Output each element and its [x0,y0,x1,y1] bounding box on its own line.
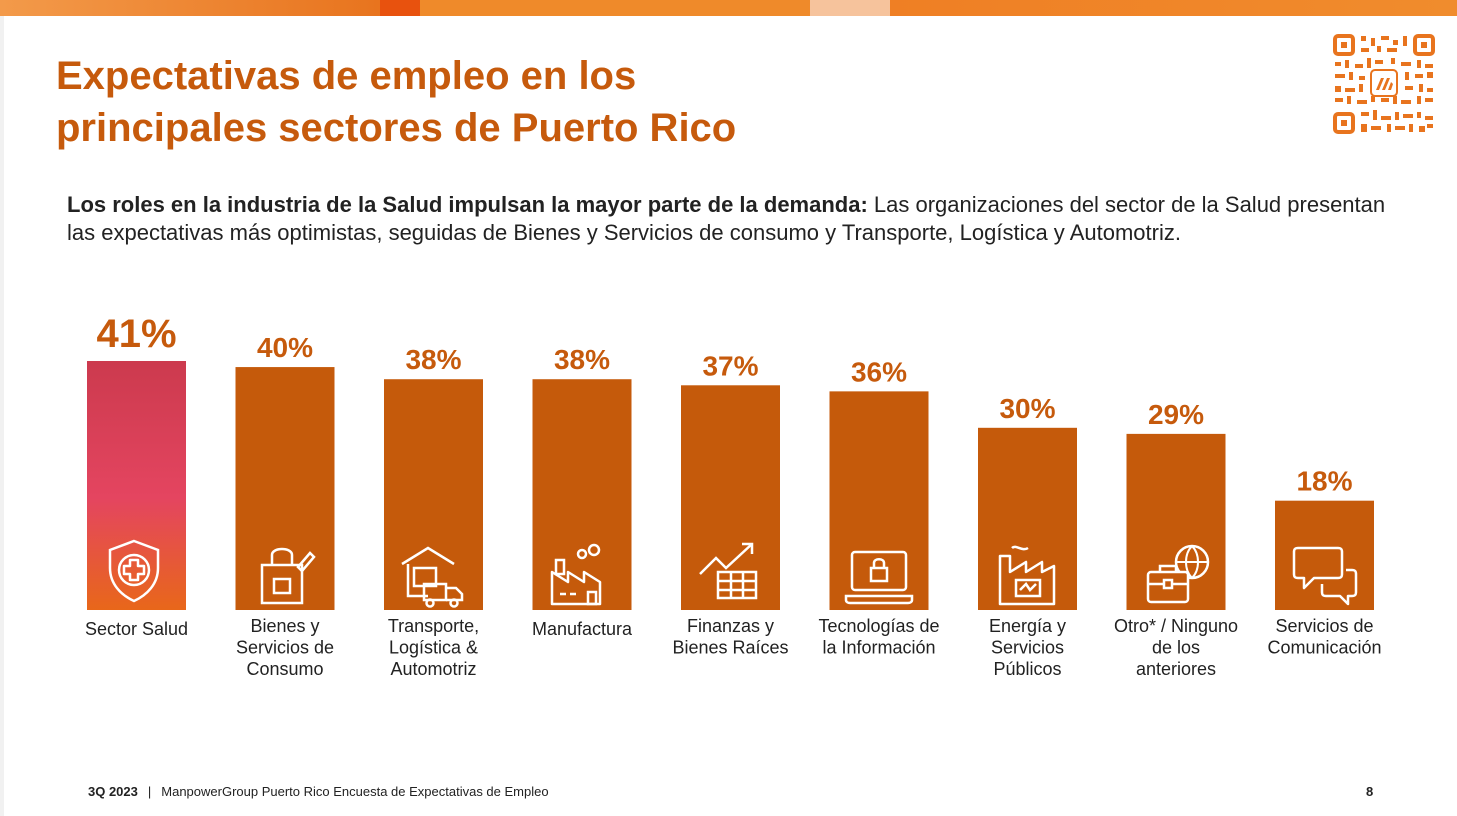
category-label-3: Transporte, Logística & Automotriz [388,616,479,679]
category-label-5: Finanzas y Bienes Raíces [672,616,788,658]
value-label-5: 37% [702,350,758,381]
warehouse-truck-icon [401,546,464,608]
value-label-1: 41% [96,312,176,356]
subtitle-text: Las organizaciones del sector de la Salu… [67,192,1386,245]
laptop-lock-icon [844,550,914,605]
top-decorative-band [0,0,1457,16]
page-number: 8 [1366,784,1374,799]
category-label-2: Bienes y Servicios de Consumo [236,616,334,679]
category-label-9: Servicios de Comunicación [1267,616,1381,658]
category-label-4: Manufactura [532,619,633,639]
title-line-2: principales sectores de Puerto Rico [56,106,737,150]
value-label-3: 38% [405,344,461,375]
subtitle-lead: Los roles en la industria de la Salud im… [67,192,868,217]
bar-2 [235,367,335,610]
bar-6 [829,391,929,610]
chat-bubbles-icon [1292,546,1358,606]
value-label-4: 38% [554,344,610,375]
finance-chart-icon [699,542,758,600]
value-label-9: 18% [1296,466,1352,497]
category-label-1: Sector Salud [85,619,188,639]
footer: 3Q 2023 | ManpowerGroup Puerto Rico Encues… [88,784,549,799]
footer-period: 3Q 2023 [88,784,138,799]
bar-3 [384,379,483,610]
category-label-8: Otro* / Ninguno de los anteriores [1114,616,1238,679]
qr-code-icon [1331,32,1437,136]
value-label-7: 30% [999,393,1055,424]
value-label-8: 29% [1148,399,1204,430]
bar-9 [1275,500,1374,610]
page-title: Expectativas de empleo en los principale… [56,50,956,154]
energy-plant-icon [998,545,1056,606]
factory-icon [550,543,602,606]
title-line-1: Expectativas de empleo en los [56,54,637,98]
slide-edge [0,0,4,816]
value-label-6: 36% [851,356,907,387]
category-label-7: Energía y Servicios Públicos [989,616,1066,679]
bar-chart: 41% 40% 38% 38% 37% 36% 30% 29% 18% Sector Salud… [85,312,1382,679]
briefcase-globe-icon [1146,544,1210,604]
footer-separator: | [147,784,152,799]
shopping-bag-icon [260,547,316,605]
footer-text: ManpowerGroup Puerto Rico Encuesta de Ex… [161,784,549,799]
bar-4 [532,379,632,610]
shield-cross-icon [108,539,160,603]
subtitle: Los roles en la industria de la Salud im… [67,191,1417,247]
value-label-2: 40% [257,332,313,363]
bar-1 [87,361,186,610]
category-label-6: Tecnologías de la Información [818,616,939,658]
